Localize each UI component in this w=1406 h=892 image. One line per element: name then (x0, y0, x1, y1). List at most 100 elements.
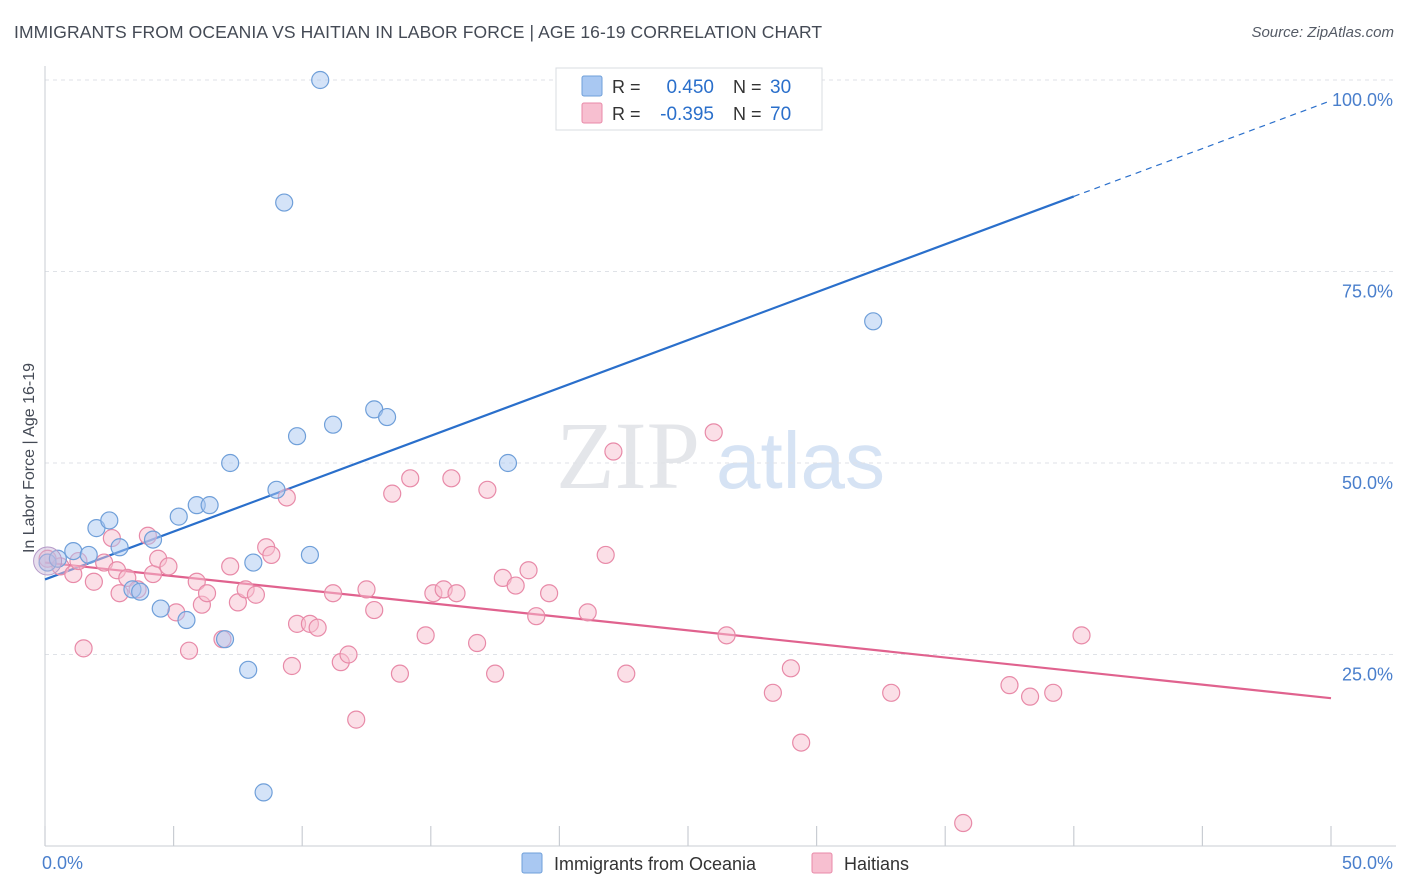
point-oceania (200, 496, 219, 515)
legend-swatch-haitians (811, 852, 833, 874)
stats-r-value-haitians: -0.395 (660, 104, 714, 125)
point-haitians (540, 584, 559, 603)
stats-swatch-haitians (581, 102, 603, 124)
data-points (33, 70, 1091, 833)
point-haitians (447, 584, 466, 603)
point-haitians (1072, 626, 1091, 645)
point-oceania (300, 545, 320, 565)
point-haitians (383, 484, 402, 503)
point-haitians (478, 480, 497, 499)
point-haitians (262, 545, 281, 565)
x-tick-label: 0.0% (42, 853, 83, 873)
point-haitians (339, 645, 358, 664)
stats-r-label-haitians: R = (612, 104, 641, 124)
point-haitians (143, 564, 163, 584)
point-haitians (717, 626, 736, 645)
stats-n-label-oceania: N = (733, 77, 762, 97)
point-haitians (1044, 683, 1063, 702)
legend-label-oceania: Immigrants from Oceania (554, 854, 757, 874)
point-haitians (792, 733, 811, 752)
watermark-zip: ZIP (556, 402, 700, 509)
point-haitians (763, 683, 782, 702)
point-haitians (187, 572, 206, 591)
point-haitians (179, 641, 199, 660)
watermark-atlas: atlas (716, 416, 885, 505)
point-cluster (33, 546, 63, 576)
point-haitians (596, 545, 615, 565)
point-haitians (365, 600, 384, 620)
y-tick-label: 100.0% (1332, 90, 1393, 110)
stats-r-label-oceania: R = (612, 77, 641, 97)
stats-r-value-oceania: 0.450 (666, 77, 714, 98)
stats-legend: R = 0.450 N = 30 R = -0.395 N = 70 (555, 67, 823, 131)
legend-label-haitians: Haitians (844, 854, 909, 874)
point-haitians (604, 442, 623, 461)
y-tick-label: 75.0% (1342, 282, 1393, 302)
point-haitians (197, 584, 217, 603)
point-haitians (159, 557, 178, 576)
point-oceania (254, 783, 273, 802)
point-haitians (506, 576, 525, 595)
point-haitians (954, 813, 973, 833)
point-oceania (498, 453, 518, 473)
point-haitians (221, 557, 240, 576)
stats-n-value-oceania: 30 (770, 77, 791, 98)
point-oceania (311, 70, 330, 90)
axes (44, 66, 1396, 847)
y-tick-label: 50.0% (1342, 473, 1393, 493)
y-axis-label: In Labor Force | Age 16-19 (21, 363, 38, 553)
trend-line-haitians (44, 561, 1332, 700)
point-oceania (131, 582, 150, 601)
stats-n-value-haitians: 70 (770, 104, 791, 125)
stats-swatch-oceania (581, 75, 603, 97)
point-oceania (864, 312, 883, 331)
chart-title: IMMIGRANTS FROM OCEANIA VS HAITIAN IN LA… (14, 22, 823, 42)
point-haitians (467, 633, 487, 653)
point-haitians (519, 561, 538, 580)
trend-line-oceania (44, 195, 1075, 581)
point-oceania (267, 480, 286, 499)
x-tick-label: 50.0% (1342, 853, 1393, 873)
source-credit: Source: ZipAtlas.com (1251, 24, 1394, 41)
point-haitians (416, 626, 435, 645)
point-haitians (882, 683, 901, 702)
trend-lines (44, 100, 1332, 700)
point-haitians (617, 664, 636, 683)
point-haitians (323, 584, 343, 603)
point-haitians (308, 618, 327, 637)
point-oceania (377, 407, 397, 427)
point-oceania (151, 599, 170, 618)
point-oceania (323, 415, 343, 434)
point-haitians (347, 710, 366, 729)
point-oceania (177, 610, 196, 630)
point-haitians (390, 664, 410, 683)
point-oceania (100, 511, 119, 530)
point-oceania (169, 507, 188, 526)
point-haitians (486, 664, 505, 683)
point-haitians (442, 469, 461, 488)
trend-line-extension (1073, 100, 1332, 197)
point-haitians (578, 603, 597, 622)
point-haitians (282, 656, 302, 676)
point-oceania (244, 553, 263, 572)
series-legend: Immigrants from Oceania Haitians (521, 852, 909, 874)
point-oceania (64, 541, 83, 561)
legend-swatch-oceania (521, 852, 543, 874)
stats-n-label-haitians: N = (733, 104, 762, 124)
point-oceania (215, 630, 235, 649)
point-haitians (246, 585, 266, 604)
point-haitians (74, 639, 93, 658)
point-haitians (1020, 687, 1040, 706)
point-haitians (781, 659, 800, 678)
point-oceania (143, 530, 163, 549)
y-tick-label: 25.0% (1342, 665, 1393, 685)
point-haitians (704, 423, 723, 442)
point-haitians (1000, 676, 1019, 695)
point-haitians (401, 469, 420, 488)
point-haitians (357, 580, 376, 599)
point-oceania (79, 545, 98, 565)
point-oceania (239, 660, 258, 679)
point-oceania (110, 538, 129, 557)
point-haitians (84, 572, 103, 591)
